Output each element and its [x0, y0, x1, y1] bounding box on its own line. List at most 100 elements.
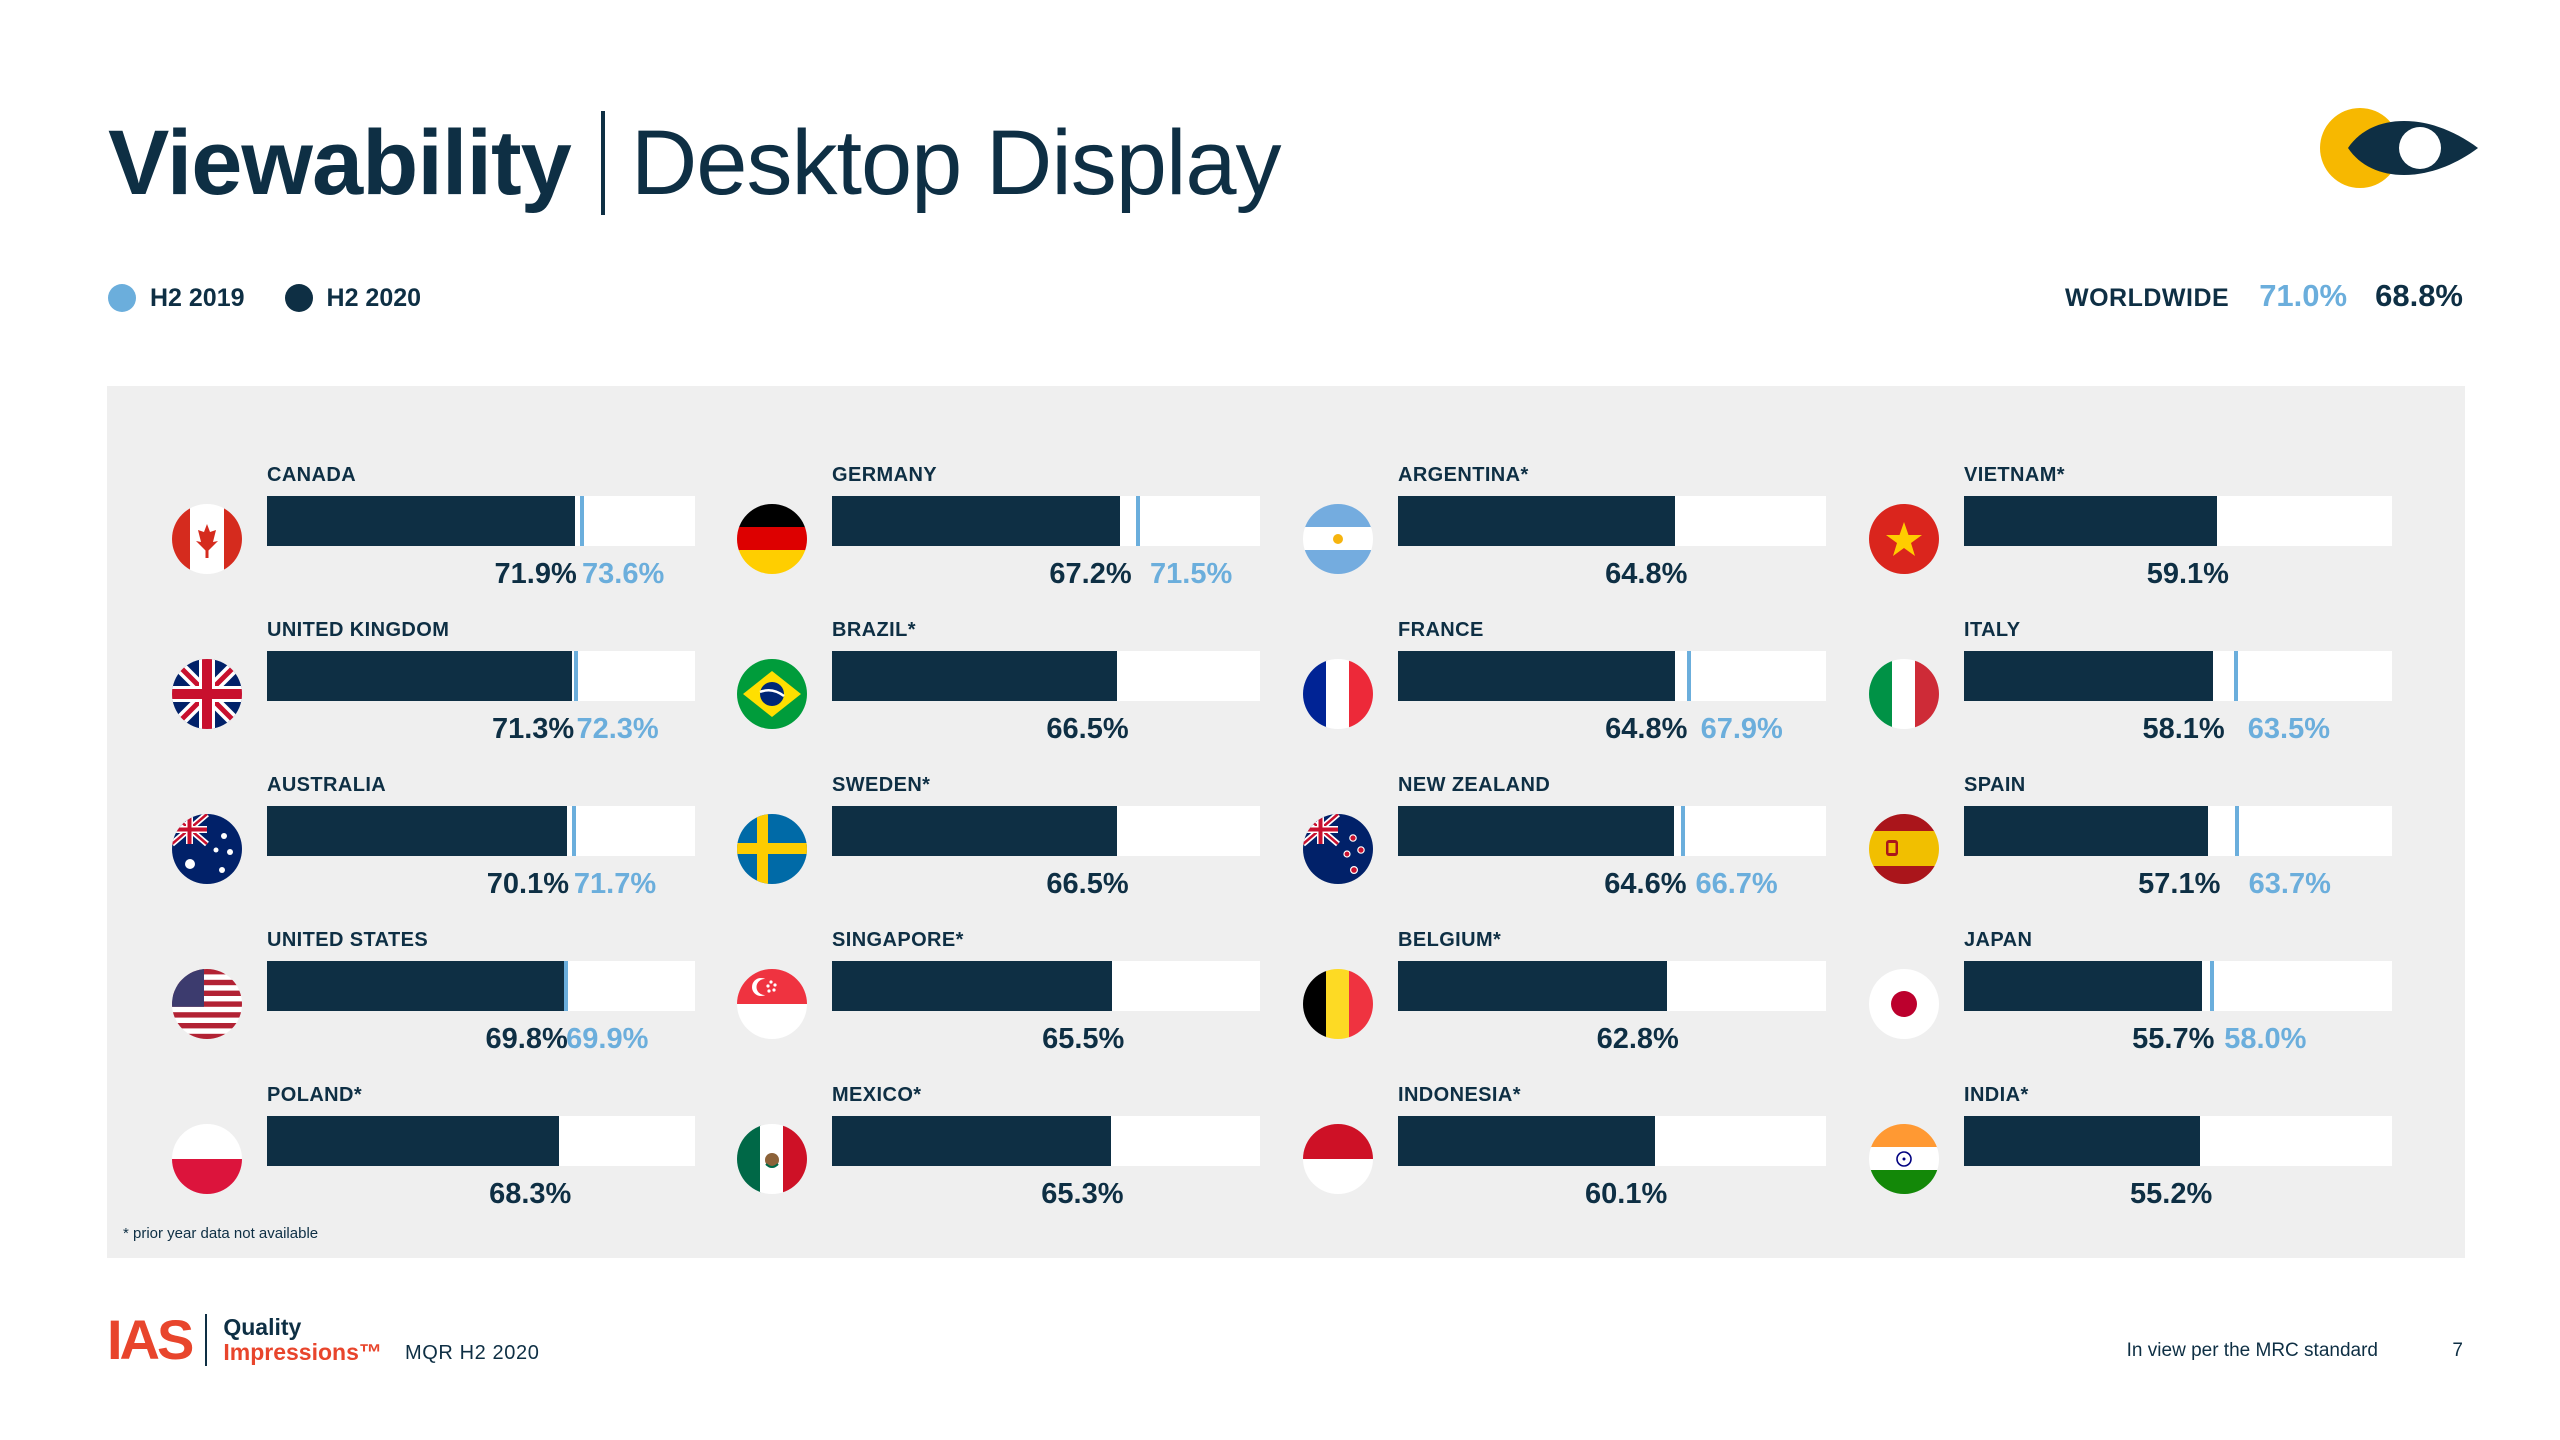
country-bar-germany: GERMANY 67.2% 71.5%: [737, 464, 1260, 604]
value-h2-2020: 65.3%: [1041, 1178, 1124, 1210]
bar-h2-2020: [832, 806, 1117, 856]
country-name: ARGENTINA*: [1398, 464, 1529, 486]
legend-label-h2-2020: H2 2020: [326, 283, 422, 312]
value-h2-2020: 66.5%: [1046, 713, 1129, 745]
country-name: GERMANY: [832, 464, 938, 486]
bar-track: [832, 961, 1260, 1011]
bar-h2-2020: [1398, 961, 1667, 1011]
chart-panel: CANADA 71.9% 73.6% UNITED KINGDOM 71.3% 72.3%…: [107, 386, 2465, 1258]
japan-flag-icon: [1869, 969, 1939, 1039]
legend-dot-h2-2019: [108, 284, 136, 312]
value-h2-2020: 66.5%: [1046, 868, 1129, 900]
value-h2-2019: 71.5%: [1150, 558, 1233, 590]
bar-h2-2020: [1398, 1116, 1656, 1166]
country-bar-france: FRANCE 64.8% 67.9%: [1303, 619, 1826, 759]
ias-eye-logo-icon: [2320, 106, 2480, 190]
value-h2-2020: 64.8%: [1605, 713, 1688, 745]
value-h2-2019: 67.9%: [1700, 713, 1783, 745]
bar-h2-2020: [267, 651, 573, 701]
worldwide-h2-2019-value: 71.0%: [2259, 278, 2348, 313]
country-name: MEXICO*: [832, 1084, 922, 1106]
bar-h2-2020: [1964, 961, 2203, 1011]
bar-h2-2020: [267, 961, 566, 1011]
bar-h2-2020: [267, 806, 568, 856]
country-name: ITALY: [1964, 619, 2021, 641]
new-zealand-flag-icon: [1303, 814, 1373, 884]
value-h2-2020: 69.8%: [485, 1023, 568, 1055]
footnote: * prior year data not available: [123, 1225, 319, 1242]
country-bar-sweden: SWEDEN* 66.5%: [737, 774, 1260, 914]
title-subtitle: Desktop Display: [630, 111, 1282, 214]
indonesia-flag-icon: [1303, 1124, 1373, 1194]
india-flag-icon: [1869, 1124, 1939, 1194]
legend-item-h2-2020: H2 2020: [284, 283, 422, 313]
country-bar-brazil: BRAZIL* 66.5%: [737, 619, 1260, 759]
value-h2-2020: 58.1%: [2142, 713, 2225, 745]
country-name: UNITED KINGDOM: [267, 619, 450, 641]
value-h2-2020: 71.9%: [494, 558, 577, 590]
bar-track: [1398, 496, 1826, 546]
bar-track: [1398, 961, 1826, 1011]
italy-flag-icon: [1869, 659, 1939, 729]
australia-flag-icon: [172, 814, 242, 884]
value-h2-2020: 68.3%: [489, 1178, 572, 1210]
germany-flag-icon: [737, 504, 807, 574]
value-h2-2020: 55.7%: [2132, 1023, 2215, 1055]
marker-h2-2019: [2210, 961, 2215, 1011]
value-h2-2020: 60.1%: [1585, 1178, 1668, 1210]
bar-track: [832, 651, 1260, 701]
country-bar-vietnam: VIETNAM* 59.1%: [1869, 464, 2392, 604]
brand-divider: [205, 1314, 208, 1366]
value-h2-2019: 66.7%: [1695, 868, 1778, 900]
country-name: AUSTRALIA: [267, 774, 387, 796]
bar-track: [267, 961, 695, 1011]
country-bar-australia: AUSTRALIA 70.1% 71.7%: [172, 774, 695, 914]
argentina-flag-icon: [1303, 504, 1373, 574]
bar-h2-2020: [832, 496, 1120, 546]
marker-h2-2019: [2234, 806, 2239, 856]
bar-track: [1964, 1116, 2392, 1166]
country-bar-poland: POLAND* 68.3%: [172, 1084, 695, 1224]
value-h2-2020: 65.5%: [1042, 1023, 1125, 1055]
brand-line-2: Impressions™: [223, 1339, 382, 1365]
vietnam-flag-icon: [1869, 504, 1939, 574]
bar-track: [267, 1116, 695, 1166]
value-h2-2020: 71.3%: [491, 713, 575, 745]
country-bar-indonesia: INDONESIA* 60.1%: [1303, 1084, 1826, 1224]
legend: H2 2019 H2 2020: [108, 280, 461, 316]
bar-h2-2020: [1964, 496, 2217, 546]
france-flag-icon: [1303, 659, 1373, 729]
report-label: MQR H2 2020: [405, 1342, 540, 1364]
legend-label-h2-2019: H2 2019: [150, 283, 245, 312]
marker-h2-2019: [2233, 651, 2238, 701]
brand-tagline: Quality Impressions™: [223, 1315, 382, 1365]
bar-h2-2020: [1398, 496, 1676, 546]
marker-h2-2019: [574, 651, 579, 701]
country-name: SINGAPORE*: [832, 929, 964, 951]
country-name: FRANCE: [1398, 619, 1484, 641]
country-name: INDONESIA*: [1398, 1084, 1521, 1106]
bar-h2-2020: [1964, 1116, 2201, 1166]
title-divider: [600, 111, 605, 215]
country-bar-singapore: SINGAPORE* 65.5%: [737, 929, 1260, 1069]
country-bar-united-states: UNITED STATES 69.8% 69.9%: [172, 929, 695, 1069]
us-flag-icon: [172, 969, 242, 1039]
worldwide-summary: WORLDWIDE 71.0% 68.8%: [2065, 278, 2463, 318]
value-h2-2019: 63.5%: [2247, 713, 2330, 745]
bar-h2-2020: [1964, 806, 2209, 856]
bar-track: [1964, 496, 2392, 546]
value-h2-2020: 55.2%: [2130, 1178, 2213, 1210]
mexico-flag-icon: [737, 1124, 807, 1194]
title-bold: Viewability: [108, 111, 572, 214]
bar-h2-2020: [267, 496, 575, 546]
legend-dot-h2-2020: [284, 284, 313, 312]
country-bar-argentina: ARGENTINA* 64.8%: [1303, 464, 1826, 604]
country-bar-belgium: BELGIUM* 62.8%: [1303, 929, 1826, 1069]
country-name: SPAIN: [1964, 774, 2026, 796]
bar-track: [832, 1116, 1260, 1166]
country-name: POLAND*: [267, 1084, 363, 1106]
country-name: NEW ZEALAND: [1398, 774, 1551, 796]
country-name: VIETNAM*: [1964, 464, 2065, 486]
value-h2-2020: 64.6%: [1604, 868, 1687, 900]
country-name: UNITED STATES: [267, 929, 429, 951]
